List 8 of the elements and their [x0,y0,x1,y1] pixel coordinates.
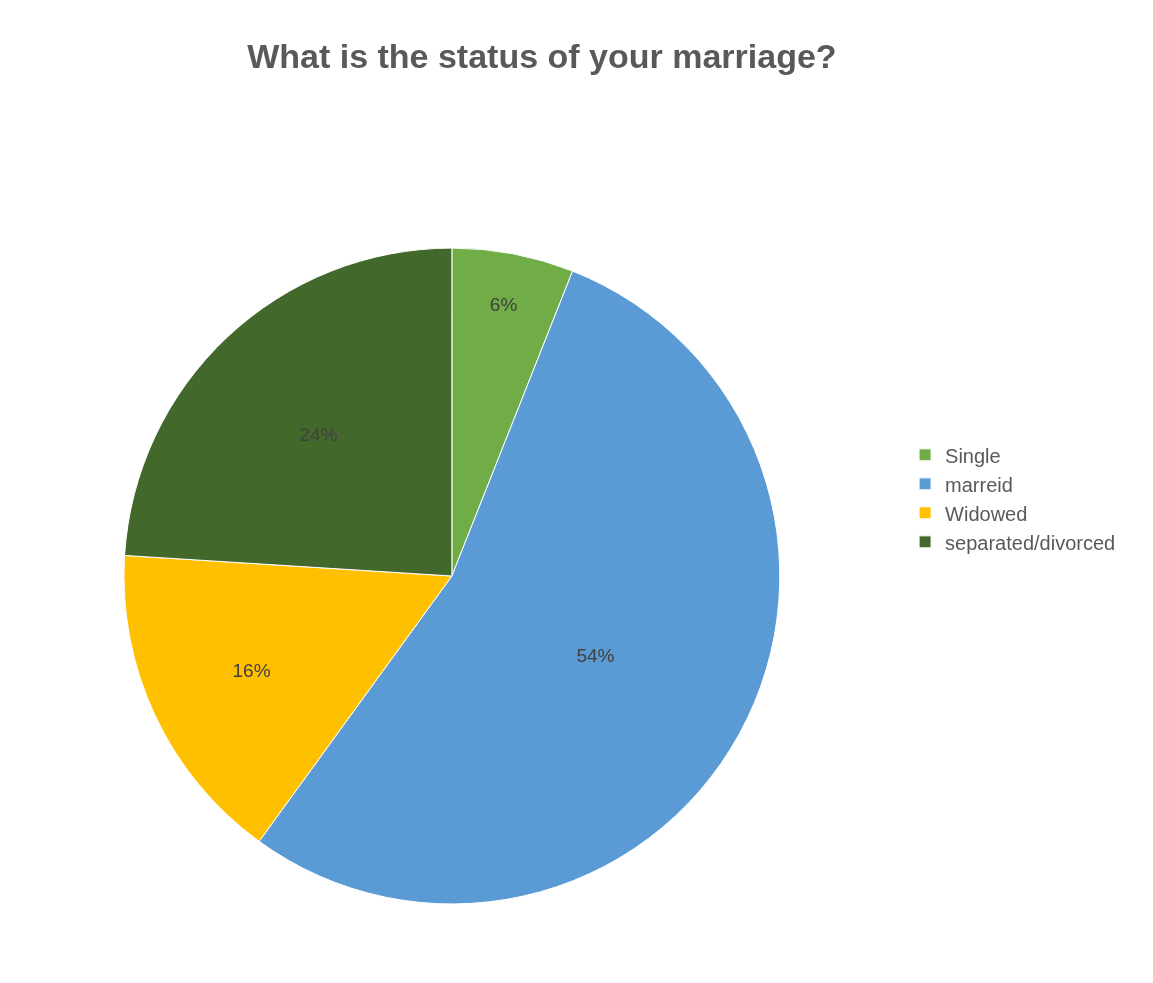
legend-label: separated/divorced [945,531,1116,554]
data-label: 6% [489,294,518,316]
data-label: 16% [232,659,271,681]
legend-label: Single [945,444,1001,467]
legend-label: Widowed [945,502,1028,525]
chart-title: What is the status of your marriage? [247,37,837,76]
data-label: 54% [576,644,615,666]
legend-label: marreid [945,473,1013,496]
